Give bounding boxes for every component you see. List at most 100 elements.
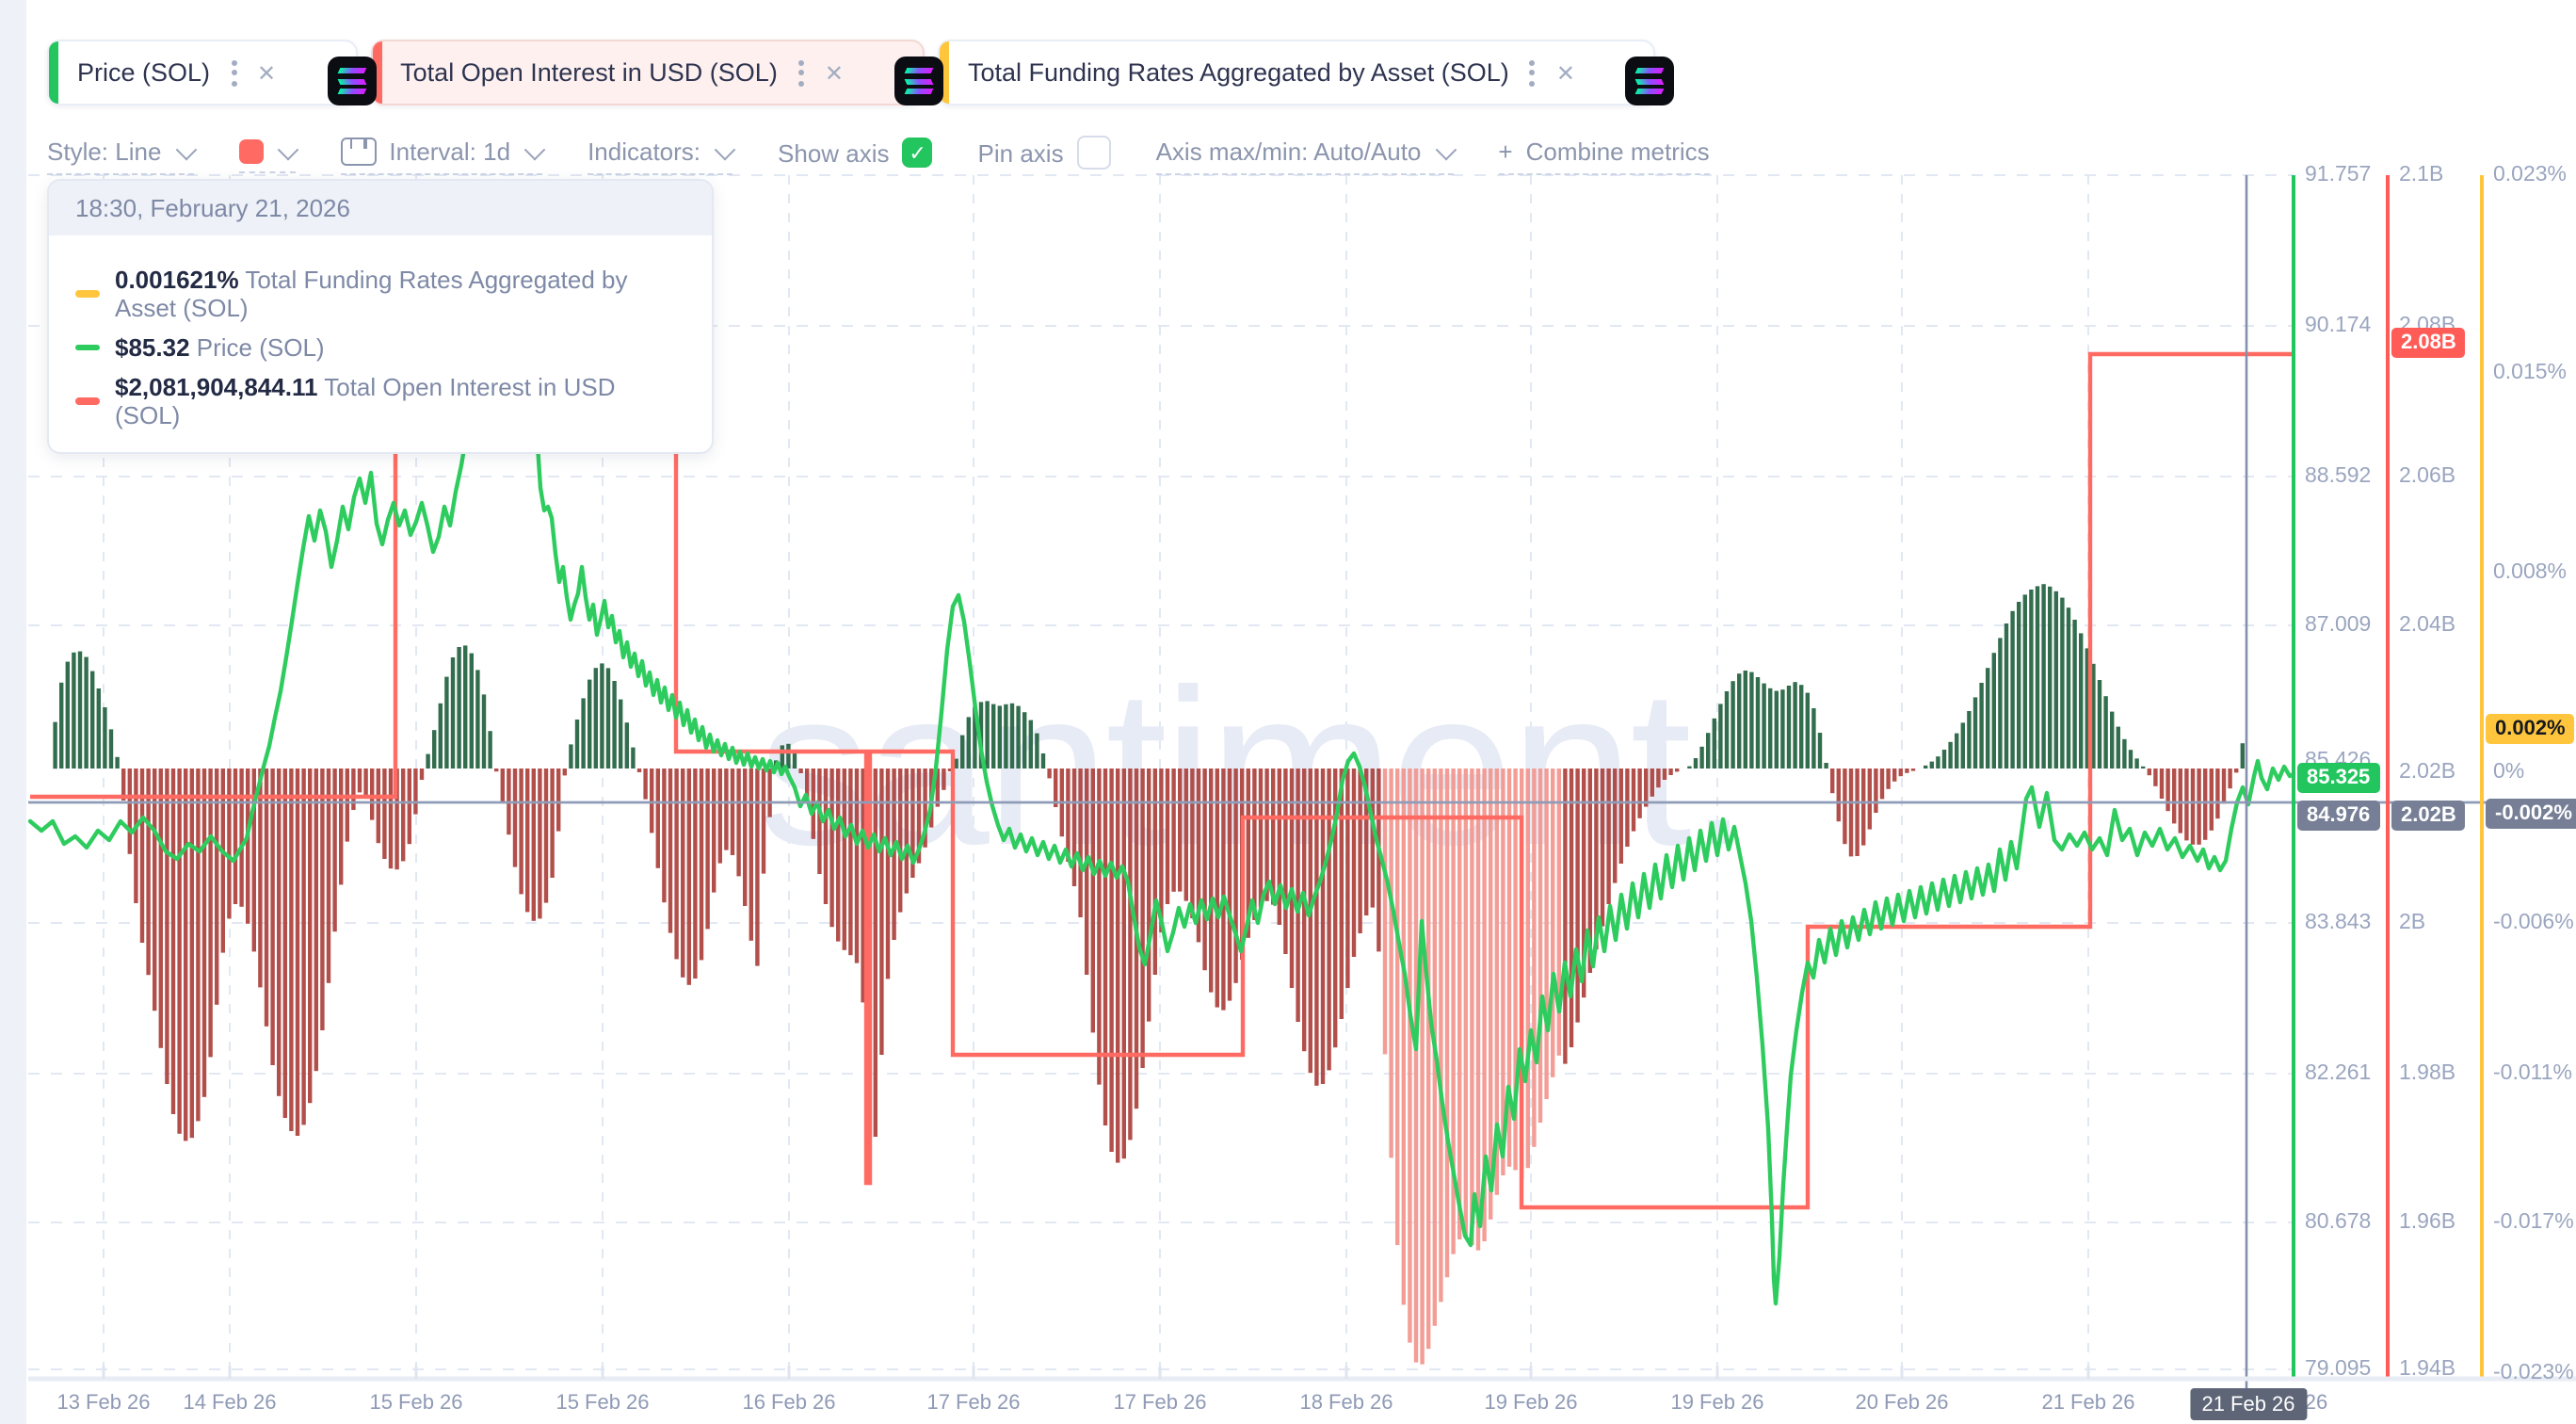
show-axis-toggle[interactable]: Show axis ✓	[778, 138, 933, 175]
date-tick-label: 17 Feb 26	[1113, 1392, 1207, 1415]
axis-tick-open_interest: 2.02B	[2399, 761, 2456, 784]
close-icon[interactable]: ✕	[824, 59, 844, 86]
axis-tick-open_interest: 2.1B	[2399, 164, 2444, 186]
combine-metrics-button[interactable]: + Combine metrics	[1498, 138, 1710, 175]
kebab-menu-icon[interactable]	[1529, 59, 1536, 86]
date-tick-label-partial: 26	[2304, 1392, 2328, 1415]
tooltip-row-open-interest: $2,081,904,844.11 Total Open Interest in…	[75, 373, 685, 429]
tab-price-sol[interactable]: Price (SOL) ✕	[47, 40, 377, 105]
interval-label: Interval: 1d	[389, 138, 511, 166]
axis-tick-open_interest: 2.06B	[2399, 465, 2456, 488]
axis-tick-price: 90.174	[2305, 315, 2372, 337]
axis-tick-funding: 0.015%	[2493, 362, 2568, 384]
axis-badge-open_interest: 2.08B	[2391, 328, 2466, 358]
axis-tick-funding: 0.008%	[2493, 561, 2568, 584]
axis-tick-price: 82.261	[2305, 1062, 2372, 1085]
tooltip-row-price: $85.32 Price (SOL)	[75, 333, 685, 362]
chevron-down-icon	[523, 138, 546, 160]
left-margin-strip	[0, 0, 26, 1424]
axis-tick-price: 83.843	[2305, 912, 2372, 934]
tab-funding-rates-sol[interactable]: Total Funding Rates Aggregated by Asset …	[937, 40, 1675, 105]
combine-metrics-label: Combine metrics	[1525, 138, 1710, 166]
axis-badge-funding: 0.002%	[2486, 714, 2575, 744]
solana-logo-icon	[327, 57, 377, 105]
axis-tick-price: 80.678	[2305, 1211, 2372, 1234]
chevron-down-icon	[277, 138, 298, 160]
tab-label: Total Funding Rates Aggregated by Asset …	[967, 58, 1509, 87]
date-tick-label: 15 Feb 26	[555, 1392, 650, 1415]
date-tick-label: 17 Feb 26	[926, 1392, 1021, 1415]
chevron-down-icon	[1435, 138, 1457, 160]
pin-axis-label: Pin axis	[977, 138, 1064, 167]
solana-logo-icon	[894, 57, 943, 105]
date-tick-label: 19 Feb 26	[1484, 1392, 1578, 1415]
chevron-down-icon	[175, 138, 197, 160]
axis-tick-funding: -0.017%	[2493, 1211, 2574, 1234]
series-dash-yellow	[75, 290, 100, 298]
tooltip-row-funding: 0.001621% Total Funding Rates Aggregated…	[75, 266, 685, 322]
axis-tick-funding: -0.006%	[2493, 912, 2574, 934]
axis-tick-open_interest: 1.96B	[2399, 1211, 2456, 1234]
tab-accent-yellow	[939, 41, 949, 104]
axis-tick-funding: -0.023%	[2493, 1362, 2574, 1384]
style-label: Style: Line	[47, 138, 162, 166]
kebab-menu-icon[interactable]	[231, 59, 237, 86]
chevron-down-icon	[714, 138, 736, 160]
tooltip-timestamp: 18:30, February 21, 2026	[49, 181, 712, 235]
axis-badge-open_interest: 2.02B	[2391, 801, 2466, 831]
interval-icon	[340, 138, 377, 166]
axis-tick-open_interest: 2.04B	[2399, 614, 2456, 637]
close-icon[interactable]: ✕	[1555, 59, 1575, 86]
axis-tick-price: 91.757	[2305, 164, 2372, 186]
pin-axis-toggle[interactable]: Pin axis	[978, 136, 1111, 177]
date-tick-label: 18 Feb 26	[1299, 1392, 1393, 1415]
axis-tick-open_interest: 1.94B	[2399, 1358, 2456, 1381]
checkbox-unchecked-icon[interactable]	[1076, 136, 1111, 170]
axis-tick-funding: 0%	[2493, 761, 2525, 784]
axis-tick-funding: 0.023%	[2493, 164, 2568, 186]
color-picker[interactable]	[238, 138, 298, 173]
tab-label: Price (SOL)	[77, 58, 211, 87]
series-dash-red	[75, 397, 100, 405]
axis-maxmin-label: Axis max/min: Auto/Auto	[1155, 138, 1422, 166]
crosshair-date-badge: 21 Feb 26	[2190, 1388, 2307, 1420]
axis-maxmin-selector[interactable]: Axis max/min: Auto/Auto	[1155, 138, 1457, 175]
style-selector[interactable]: Style: Line	[47, 138, 197, 175]
checkbox-checked-icon[interactable]: ✓	[902, 138, 933, 168]
color-swatch-red	[238, 139, 264, 164]
solana-logo-icon	[1625, 57, 1675, 105]
chart-toolbar: Style: Line Interval: 1d Indicators: Sho…	[47, 136, 1710, 177]
date-tick-label: 16 Feb 26	[742, 1392, 836, 1415]
date-tick-label: 14 Feb 26	[183, 1392, 277, 1415]
kebab-menu-icon[interactable]	[797, 59, 804, 86]
close-icon[interactable]: ✕	[257, 59, 277, 86]
chart-plot-area[interactable]: santiment. 91.757 90.174 88.592 87.009 85.42…	[0, 164, 2576, 1424]
axis-tick-price: 79.095	[2305, 1358, 2372, 1381]
axis-badge-price: 84.976	[2297, 801, 2380, 831]
date-tick-label: 13 Feb 26	[56, 1392, 151, 1415]
tab-accent-red	[372, 41, 382, 104]
axis-tick-price: 87.009	[2305, 614, 2372, 637]
axis-tick-funding: -0.011%	[2493, 1062, 2572, 1085]
tab-open-interest-sol[interactable]: Total Open Interest in USD (SOL) ✕	[370, 40, 943, 105]
metric-tabs: Price (SOL) ✕ Total Open Interest in USD…	[47, 40, 1675, 105]
axis-tick-price: 88.592	[2305, 465, 2372, 488]
axis-badge-funding: -0.002%	[2486, 799, 2576, 829]
date-tick-label: 20 Feb 26	[1855, 1392, 1949, 1415]
show-axis-label: Show axis	[778, 138, 890, 167]
tab-accent-green	[49, 41, 58, 104]
date-tick-label: 19 Feb 26	[1670, 1392, 1764, 1415]
tab-label: Total Open Interest in USD (SOL)	[400, 58, 778, 87]
plus-icon: +	[1498, 138, 1513, 166]
date-tick-label: 21 Feb 26	[2041, 1392, 2135, 1415]
axis-badge-price: 85.325	[2297, 763, 2380, 793]
axis-tick-open_interest: 2B	[2399, 912, 2426, 934]
date-tick-label: 15 Feb 26	[369, 1392, 463, 1415]
interval-selector[interactable]: Interval: 1d	[340, 138, 546, 175]
indicators-label: Indicators:	[588, 138, 701, 166]
axis-tick-open_interest: 1.98B	[2399, 1062, 2456, 1085]
chart-tooltip: 18:30, February 21, 2026 0.001621% Total…	[47, 179, 714, 454]
indicators-selector[interactable]: Indicators:	[588, 138, 736, 175]
series-dash-green	[75, 344, 100, 351]
